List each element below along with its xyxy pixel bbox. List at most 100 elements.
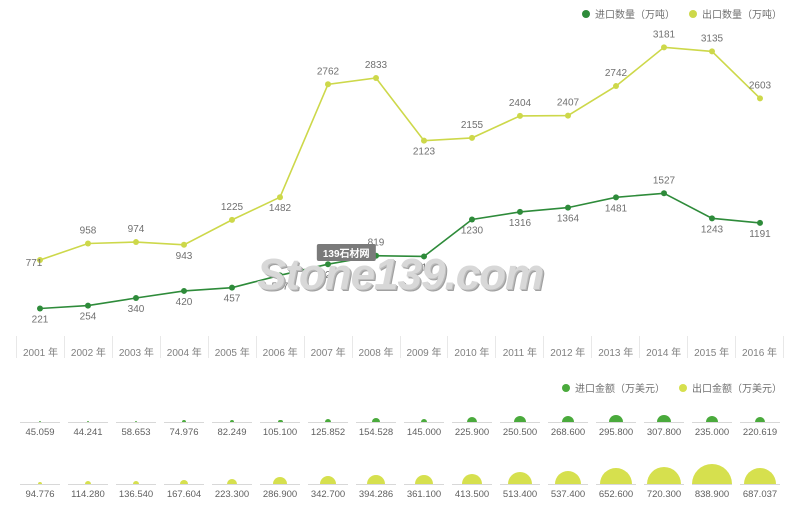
halfchart-shape-wrap <box>356 399 396 423</box>
halfchart-cell: 307.800 <box>640 398 688 438</box>
x-axis-year: 2006 年 <box>256 336 304 358</box>
chart-point <box>613 194 619 200</box>
halfchart-shape-wrap <box>740 399 780 423</box>
legend-item-import-qty: 进口数量（万吨） <box>582 6 675 21</box>
chart-value-label: 1191 <box>749 229 771 240</box>
x-axis-year: 2007 年 <box>304 336 352 358</box>
halfchart-cell: 250.500 <box>496 398 544 438</box>
halfchart-shape-wrap <box>692 461 732 485</box>
halfchart-cell: 413.500 <box>448 460 496 500</box>
halfchart-shape <box>462 474 482 484</box>
halfchart-shape <box>367 475 386 484</box>
halfchart-value-label: 235.000 <box>695 427 729 438</box>
chart-point <box>181 242 187 248</box>
legend-dot <box>562 384 570 392</box>
halfchart-value-label: 223.300 <box>215 489 249 500</box>
x-axis-year: 2010 年 <box>447 336 495 358</box>
halfchart-shape <box>600 468 631 484</box>
halfchart-shape-wrap <box>164 399 204 423</box>
halfchart-cell: 225.900 <box>448 398 496 438</box>
chart-value-label: 597 <box>272 281 289 292</box>
chart-point <box>757 220 763 226</box>
halfchart-shape-wrap <box>356 461 396 485</box>
halfchart-value-label: 167.604 <box>167 489 201 500</box>
halfchart-cell: 652.600 <box>592 460 640 500</box>
halfchart-cell: 361.100 <box>400 460 448 500</box>
legend-dot <box>582 10 590 18</box>
halfchart-shape <box>755 417 766 422</box>
halfchart-value-label: 44.241 <box>73 427 102 438</box>
halfchart-value-label: 513.400 <box>503 489 537 500</box>
halfchart-cell: 125.852 <box>304 398 352 438</box>
halfchart-cell: 235.000 <box>688 398 736 438</box>
chart-point <box>181 288 187 294</box>
halfchart-shape-wrap <box>548 399 588 423</box>
chart-value-label: 1230 <box>461 225 484 236</box>
legend-label: 出口金额（万美元） <box>692 380 782 395</box>
chart-value-label: 3135 <box>701 33 724 44</box>
halfchart-shape <box>325 419 331 422</box>
chart-point <box>565 113 571 119</box>
chart-value-label: 2155 <box>461 120 484 131</box>
chart-point <box>277 272 283 278</box>
halfchart-shape <box>180 480 188 484</box>
chart-value-label: 254 <box>80 312 97 323</box>
halfchart-shape <box>706 416 717 422</box>
halfchart-value-label: 145.000 <box>407 427 441 438</box>
halfchart-shape-wrap <box>68 461 108 485</box>
halfchart-shape <box>182 420 186 422</box>
halfchart-shape <box>744 468 777 484</box>
halfchart-cell: 167.604 <box>160 460 208 500</box>
halfchart-shape-wrap <box>404 399 444 423</box>
halfchart-value-label: 225.900 <box>455 427 489 438</box>
x-axis-year: 2013 年 <box>591 336 639 358</box>
halfchart-value-label: 687.037 <box>743 489 777 500</box>
legend-dot <box>689 10 697 18</box>
x-axis-year: 2014 年 <box>639 336 687 358</box>
halfchart-shape-wrap <box>260 399 300 423</box>
halfchart-shape <box>87 421 89 422</box>
halfchart-shape <box>508 472 533 484</box>
halfchart-shape-wrap <box>596 461 636 485</box>
halfchart-value-label: 720.300 <box>647 489 681 500</box>
legend-label: 进口数量（万吨） <box>595 6 675 21</box>
line-chart: 2212543404204575977238198111230131613641… <box>16 28 784 328</box>
halfchart-shape <box>647 467 681 484</box>
halfchart-import-amount: 45.05944.24158.65374.97682.249105.100125… <box>16 398 784 438</box>
halfchart-shape <box>657 415 672 422</box>
halfchart-shape-wrap <box>68 399 108 423</box>
chart-point <box>229 217 235 223</box>
chart-line-export_qty <box>40 47 760 260</box>
halfchart-value-label: 537.400 <box>551 489 585 500</box>
halfchart-value-label: 74.976 <box>169 427 198 438</box>
halfchart-value-label: 136.540 <box>119 489 153 500</box>
halfchart-value-label: 295.800 <box>599 427 633 438</box>
halfchart-shape <box>467 417 478 422</box>
chart-point <box>421 138 427 144</box>
halfchart-shape-wrap <box>644 461 684 485</box>
halfchart-value-label: 58.653 <box>121 427 150 438</box>
halfchart-shape <box>273 477 287 484</box>
halfchart-shape-wrap <box>500 399 540 423</box>
halfchart-shape <box>227 479 238 484</box>
chart-value-label: 943 <box>176 251 193 262</box>
legend-label: 出口数量（万吨） <box>702 6 782 21</box>
halfchart-value-label: 250.500 <box>503 427 537 438</box>
halfchart-shape-wrap <box>644 399 684 423</box>
chart-line-import_qty <box>40 193 760 308</box>
halfchart-shape <box>562 416 575 422</box>
halfchart-shape-wrap <box>164 461 204 485</box>
halfchart-cell: 94.776 <box>16 460 64 500</box>
chart-value-label: 2833 <box>365 60 388 71</box>
halfchart-shape <box>278 420 283 423</box>
chart-point <box>613 83 619 89</box>
halfchart-cell: 838.900 <box>688 460 736 500</box>
halfchart-value-label: 268.600 <box>551 427 585 438</box>
chart-value-label: 2603 <box>749 80 772 91</box>
chart-value-label: 1316 <box>509 218 532 229</box>
halfchart-cell: 223.300 <box>208 460 256 500</box>
halfchart-value-label: 125.852 <box>311 427 345 438</box>
chart-point <box>325 261 331 267</box>
halfchart-shape-wrap <box>404 461 444 485</box>
halfchart-export-amount: 94.776114.280136.540167.604223.300286.90… <box>16 460 784 500</box>
